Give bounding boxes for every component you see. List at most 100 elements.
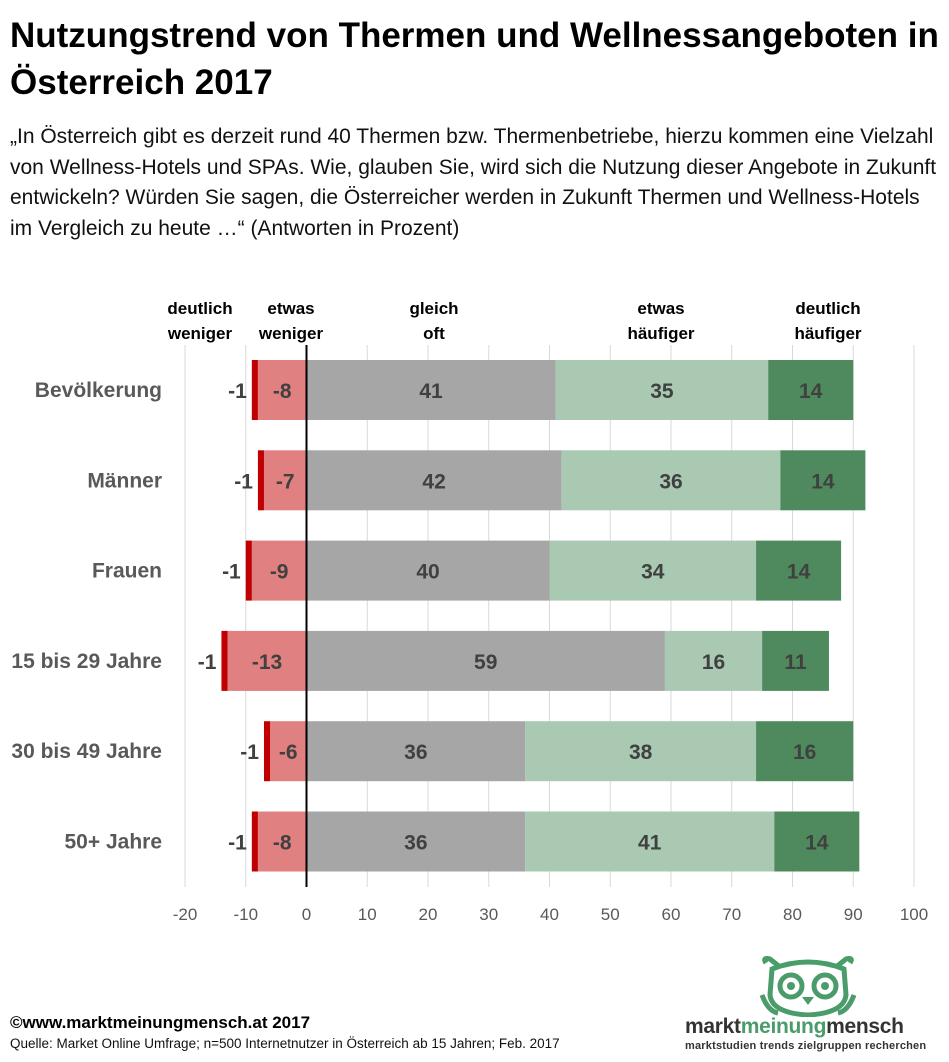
data-label: -1 xyxy=(198,651,217,674)
bar-segment xyxy=(561,450,781,511)
bar-segment xyxy=(549,540,757,601)
legend-label: etwas xyxy=(637,299,684,318)
legend-label: deutlich xyxy=(167,299,232,318)
bar-segment xyxy=(756,721,854,782)
legend-label: oft xyxy=(423,324,445,343)
data-label: 11 xyxy=(784,651,807,674)
owl-logo-icon xyxy=(759,956,857,1017)
data-label: 34 xyxy=(641,561,665,584)
legend-label: weniger xyxy=(167,324,233,343)
bar-segment xyxy=(221,630,228,691)
x-tick-label: 90 xyxy=(844,905,863,924)
bar-segment xyxy=(762,630,829,691)
data-label: 16 xyxy=(702,651,725,674)
bar-segment xyxy=(306,811,526,872)
x-tick-label: 60 xyxy=(662,905,681,924)
data-label: 14 xyxy=(787,561,811,584)
bar-segment xyxy=(263,721,271,782)
bar-segment xyxy=(257,811,307,872)
data-label: -1 xyxy=(228,380,247,403)
x-tick-label: 10 xyxy=(358,905,377,924)
category-label: Bevölkerung xyxy=(35,379,162,402)
data-label: 40 xyxy=(416,561,439,584)
logo-word-mensch: mensch xyxy=(826,1015,904,1038)
bar-segment xyxy=(251,540,307,601)
x-tick-label: 40 xyxy=(540,905,559,924)
bar-segment xyxy=(270,721,307,782)
logo-word-markt: markt xyxy=(685,1015,741,1038)
bar-segment xyxy=(306,360,556,420)
data-label: -6 xyxy=(279,741,298,764)
bar-segment xyxy=(555,360,769,420)
data-label: -13 xyxy=(252,651,282,674)
legend-label: häufiger xyxy=(627,324,694,343)
x-tick-label: 0 xyxy=(302,905,311,924)
data-label: 35 xyxy=(650,380,674,403)
bar-segment xyxy=(306,540,550,601)
logo-tagline: marktstudien trends zielgruppen recherch… xyxy=(685,1040,927,1052)
data-label: 16 xyxy=(793,741,816,764)
x-tick-label: 80 xyxy=(783,905,802,924)
data-label: 36 xyxy=(404,741,427,764)
x-tick-label: 50 xyxy=(601,905,620,924)
bar-segment xyxy=(780,450,866,511)
x-tick-label: 30 xyxy=(479,905,498,924)
bar-segment xyxy=(525,721,757,782)
data-label: 14 xyxy=(811,470,835,493)
data-label: -9 xyxy=(270,561,289,584)
chart-subtitle: „In Österreich gibt es derzeit rund 40 T… xyxy=(10,125,937,240)
data-label: 42 xyxy=(422,470,445,493)
x-tick-label: 100 xyxy=(900,905,928,924)
bar-segment xyxy=(251,360,258,420)
data-label: -1 xyxy=(228,832,247,855)
category-label: Männer xyxy=(87,469,162,492)
chart-title: Nutzungstrend von Thermen und Wellnessan… xyxy=(10,16,939,102)
bar-segment xyxy=(664,630,763,691)
data-label: 41 xyxy=(419,380,443,403)
bar-segment xyxy=(756,540,842,601)
category-label: Frauen xyxy=(92,560,162,583)
data-label: 41 xyxy=(638,832,662,855)
legend-label: gleich xyxy=(409,299,458,318)
bar-segment xyxy=(525,811,775,872)
category-label: 50+ Jahre xyxy=(65,831,163,854)
legend-label: deutlich xyxy=(795,299,860,318)
bar-segment xyxy=(257,450,264,511)
data-label: 36 xyxy=(404,832,427,855)
data-label: 38 xyxy=(629,741,653,764)
x-tick-label: 20 xyxy=(419,905,438,924)
copyright-text: ©www.marktmeinungmensch.at 2017 xyxy=(10,1013,311,1032)
category-label: 30 bis 49 Jahre xyxy=(11,740,162,763)
legend-label: häufiger xyxy=(794,324,861,343)
x-tick-label: 70 xyxy=(722,905,741,924)
data-label: -1 xyxy=(234,470,253,493)
data-label: 59 xyxy=(474,651,497,674)
data-label: -1 xyxy=(240,741,259,764)
bar-segment xyxy=(306,450,562,511)
data-label: 14 xyxy=(799,380,823,403)
x-tick-label: -20 xyxy=(173,905,198,924)
category-label: 15 bis 29 Jahre xyxy=(11,650,162,673)
bar-segment xyxy=(263,450,307,511)
data-label: -7 xyxy=(276,470,295,493)
data-label: 14 xyxy=(805,832,829,855)
brand-logo: marktmeinungmensch marktstudien trends z… xyxy=(685,955,947,1055)
stacked-bar-chart: -20 -10 0 10 20 30 40 50 60 70 80 90 100 deutlich weni… xyxy=(11,299,928,924)
bar-segment xyxy=(306,630,665,691)
logo-word-meinung: meinung xyxy=(740,1015,827,1038)
bar-segment xyxy=(768,360,854,420)
bar-segment xyxy=(306,721,526,782)
bar-segment xyxy=(245,540,252,601)
data-label: -8 xyxy=(273,832,292,855)
data-label: 36 xyxy=(659,470,682,493)
data-label: -8 xyxy=(273,380,292,403)
x-tick-label: -10 xyxy=(233,905,258,924)
logo-wordmark: marktmeinungmensch xyxy=(685,1015,904,1039)
bar-segment xyxy=(227,630,307,691)
source-note: Quelle: Market Online Umfrage; n=500 Int… xyxy=(10,1036,560,1051)
data-label: -1 xyxy=(222,561,241,584)
legend-label: etwas xyxy=(267,299,314,318)
legend-label: weniger xyxy=(258,324,324,343)
bar-segment xyxy=(251,811,258,872)
bar-segment xyxy=(257,360,307,420)
